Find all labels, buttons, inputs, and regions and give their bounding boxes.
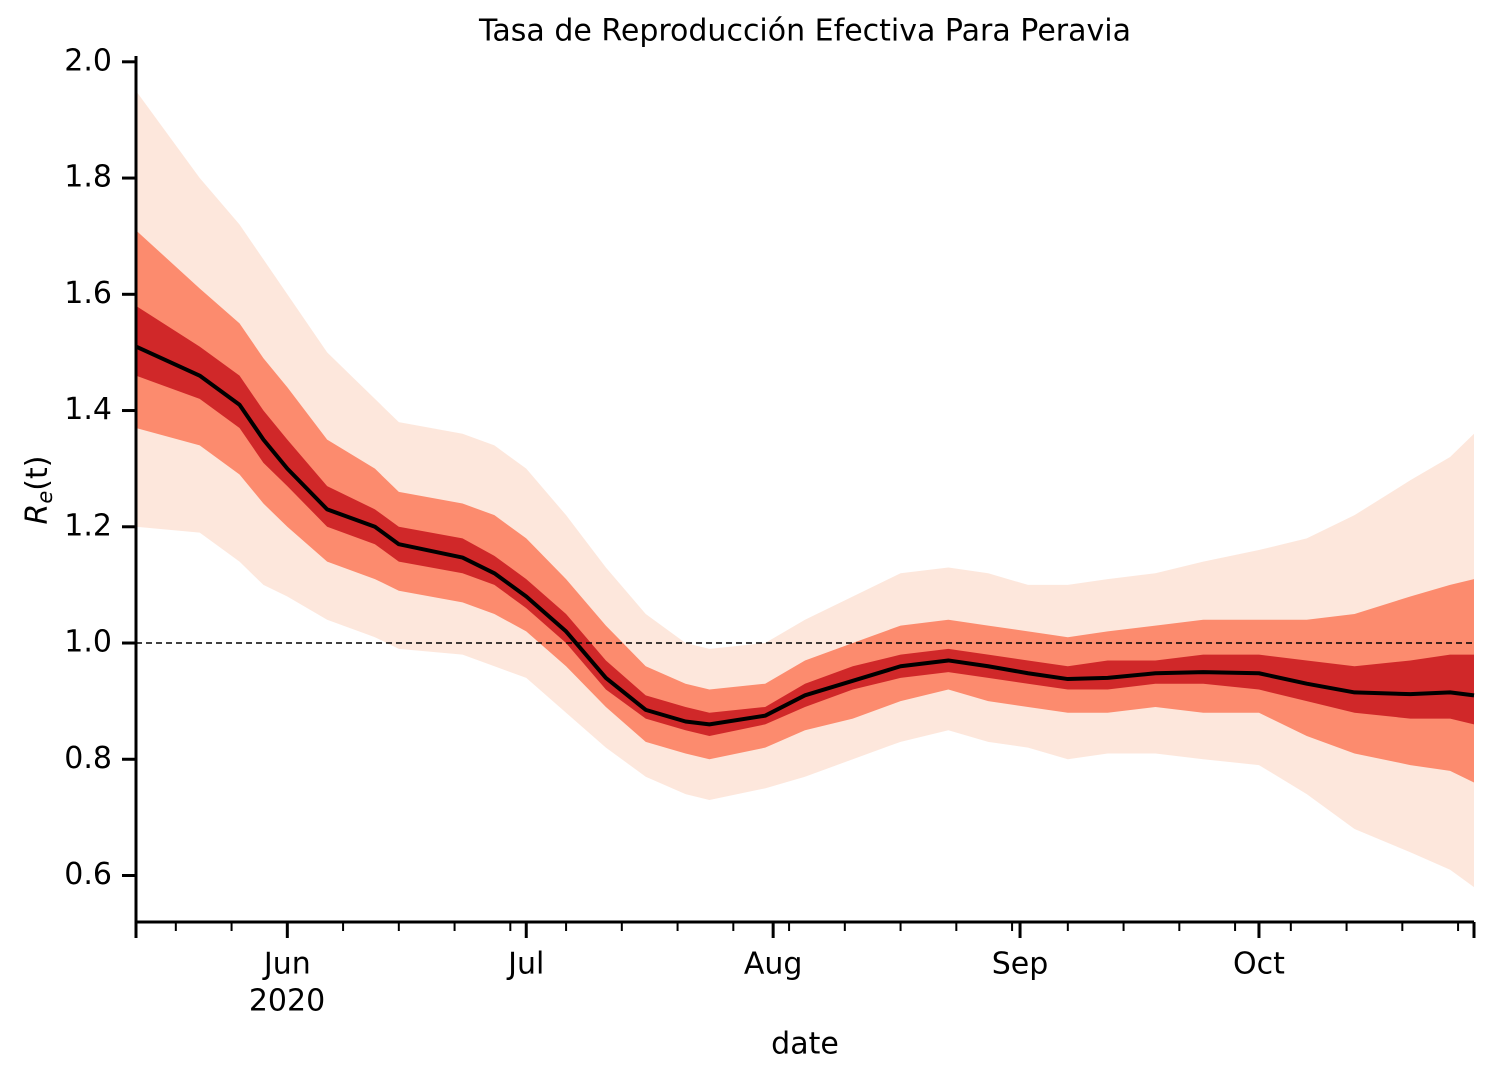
median-line	[135, 344, 1475, 727]
y-tick-label: 2.0	[64, 43, 112, 78]
y-tick-label: 1.6	[64, 276, 112, 311]
y-tick-label: 1.0	[64, 625, 112, 660]
y-label-rest: (t)	[20, 456, 55, 491]
x-tick-label: Oct	[1233, 947, 1285, 982]
x-axis-label: date	[771, 1027, 839, 1062]
x-tick-label: Jul	[506, 947, 544, 982]
uncertainty-band	[136, 230, 1474, 783]
x-tick-label: Aug	[744, 947, 803, 982]
y-label-sub: e	[33, 491, 57, 504]
x-year-label: 2020	[249, 984, 325, 1019]
y-tick-label: 1.8	[64, 160, 112, 195]
chart-title: Tasa de Reproducción Efectiva Para Perav…	[478, 14, 1131, 49]
x-tick-label: Jun	[262, 947, 311, 982]
y-tick-label: 1.2	[64, 508, 112, 543]
y-label-main: R	[20, 504, 55, 525]
y-tick-label: 1.4	[64, 392, 112, 427]
y-axis-label: Re(t)	[20, 456, 58, 525]
y-tick-label: 0.8	[64, 741, 112, 776]
y-tick-label: 0.6	[64, 857, 112, 892]
x-tick-label: Sep	[992, 947, 1049, 982]
uncertainty-band	[136, 305, 1474, 737]
